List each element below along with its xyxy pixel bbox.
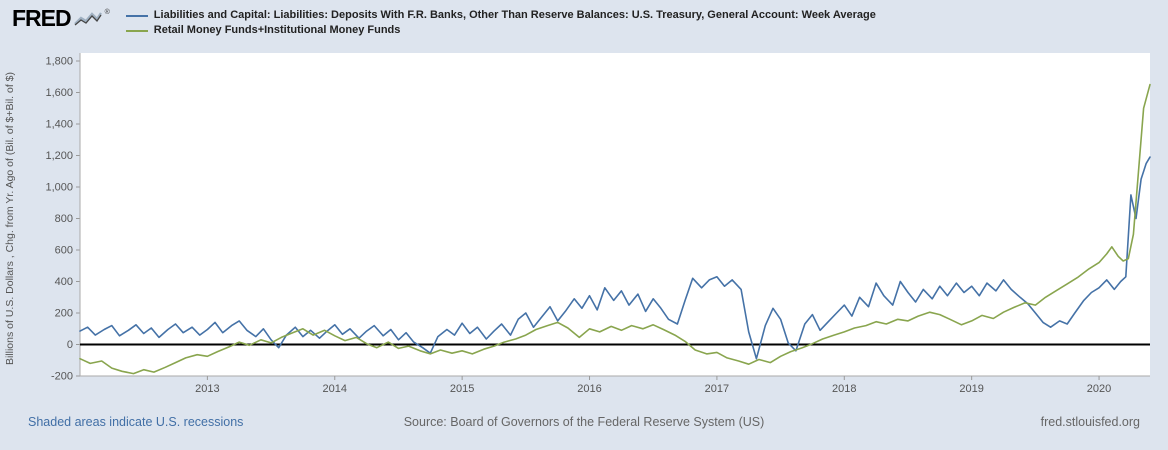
- registered-trademark-mark: ®: [104, 9, 110, 16]
- fred-url-text: fred.stlouisfed.org: [1040, 415, 1140, 429]
- y-axis-tick-label: -200: [51, 371, 73, 383]
- fred-chart-page: FRED ® Liabilities and Capital: Liabilit…: [0, 0, 1168, 429]
- x-axis-tick-label: 2016: [577, 383, 601, 395]
- y-axis-tick-label: 800: [55, 213, 73, 225]
- series-1-line-swatch: [125, 14, 148, 17]
- chart-line-series-2: [79, 83, 1151, 375]
- x-axis-tick-label: 2018: [832, 383, 856, 395]
- y-axis-tick-label: 0: [67, 339, 73, 351]
- y-axis-tick-label: 600: [55, 245, 73, 257]
- x-axis-tick-label: 2020: [1087, 383, 1111, 395]
- y-axis-tick-label: 1,400: [45, 119, 73, 131]
- x-axis-tick-label: 2017: [705, 383, 729, 395]
- fred-logo-text: FRED: [12, 5, 72, 31]
- chart-footer: Shaded areas indicate U.S. recessions So…: [0, 407, 1168, 429]
- y-axis-tick-label: 1,600: [45, 87, 73, 99]
- time-series-chart: -200 0 200 400 600 800 1,000 1,200 1,400 1,600 1,8…: [4, 53, 1151, 395]
- y-axis-tick-label: 200: [55, 308, 73, 320]
- y-axis-title: Billions of U.S. Dollars , Chg. from Yr.…: [4, 72, 16, 365]
- x-axis-tick-label: 2014: [323, 383, 347, 395]
- y-axis-tick-label: 400: [55, 276, 73, 288]
- x-axis-tick-label: 2015: [450, 383, 474, 395]
- fred-logo-sparkline-icon: [73, 11, 102, 25]
- recessions-note-link[interactable]: Shaded areas indicate U.S. recessions: [28, 415, 244, 429]
- legend-item-series-2[interactable]: Retail Money Funds+Institutional Money F…: [125, 24, 876, 37]
- chart-legend: Liabilities and Capital: Liabilities: De…: [125, 7, 876, 37]
- chart-line-series-1: [79, 156, 1151, 360]
- legend-item-series-1[interactable]: Liabilities and Capital: Liabilities: De…: [125, 9, 876, 22]
- source-text: Source: Board of Governors of the Federa…: [403, 415, 765, 429]
- plot-area: [80, 53, 1150, 376]
- fred-logo[interactable]: FRED ®: [12, 5, 110, 31]
- x-axis-tick-label: 2019: [959, 383, 983, 395]
- legend-label-series-1: Liabilities and Capital: Liabilities: De…: [153, 9, 876, 21]
- x-axis-tick-label: 2013: [195, 383, 219, 395]
- y-axis-tick-label: 1,800: [45, 56, 73, 68]
- y-axis-tick-label: 1,000: [45, 182, 73, 194]
- legend-label-series-2: Retail Money Funds+Institutional Money F…: [153, 24, 401, 36]
- chart-header: FRED ® Liabilities and Capital: Liabilit…: [0, 0, 1168, 49]
- y-axis-tick-label: 1,200: [45, 150, 73, 162]
- series-2-line-swatch: [125, 29, 148, 32]
